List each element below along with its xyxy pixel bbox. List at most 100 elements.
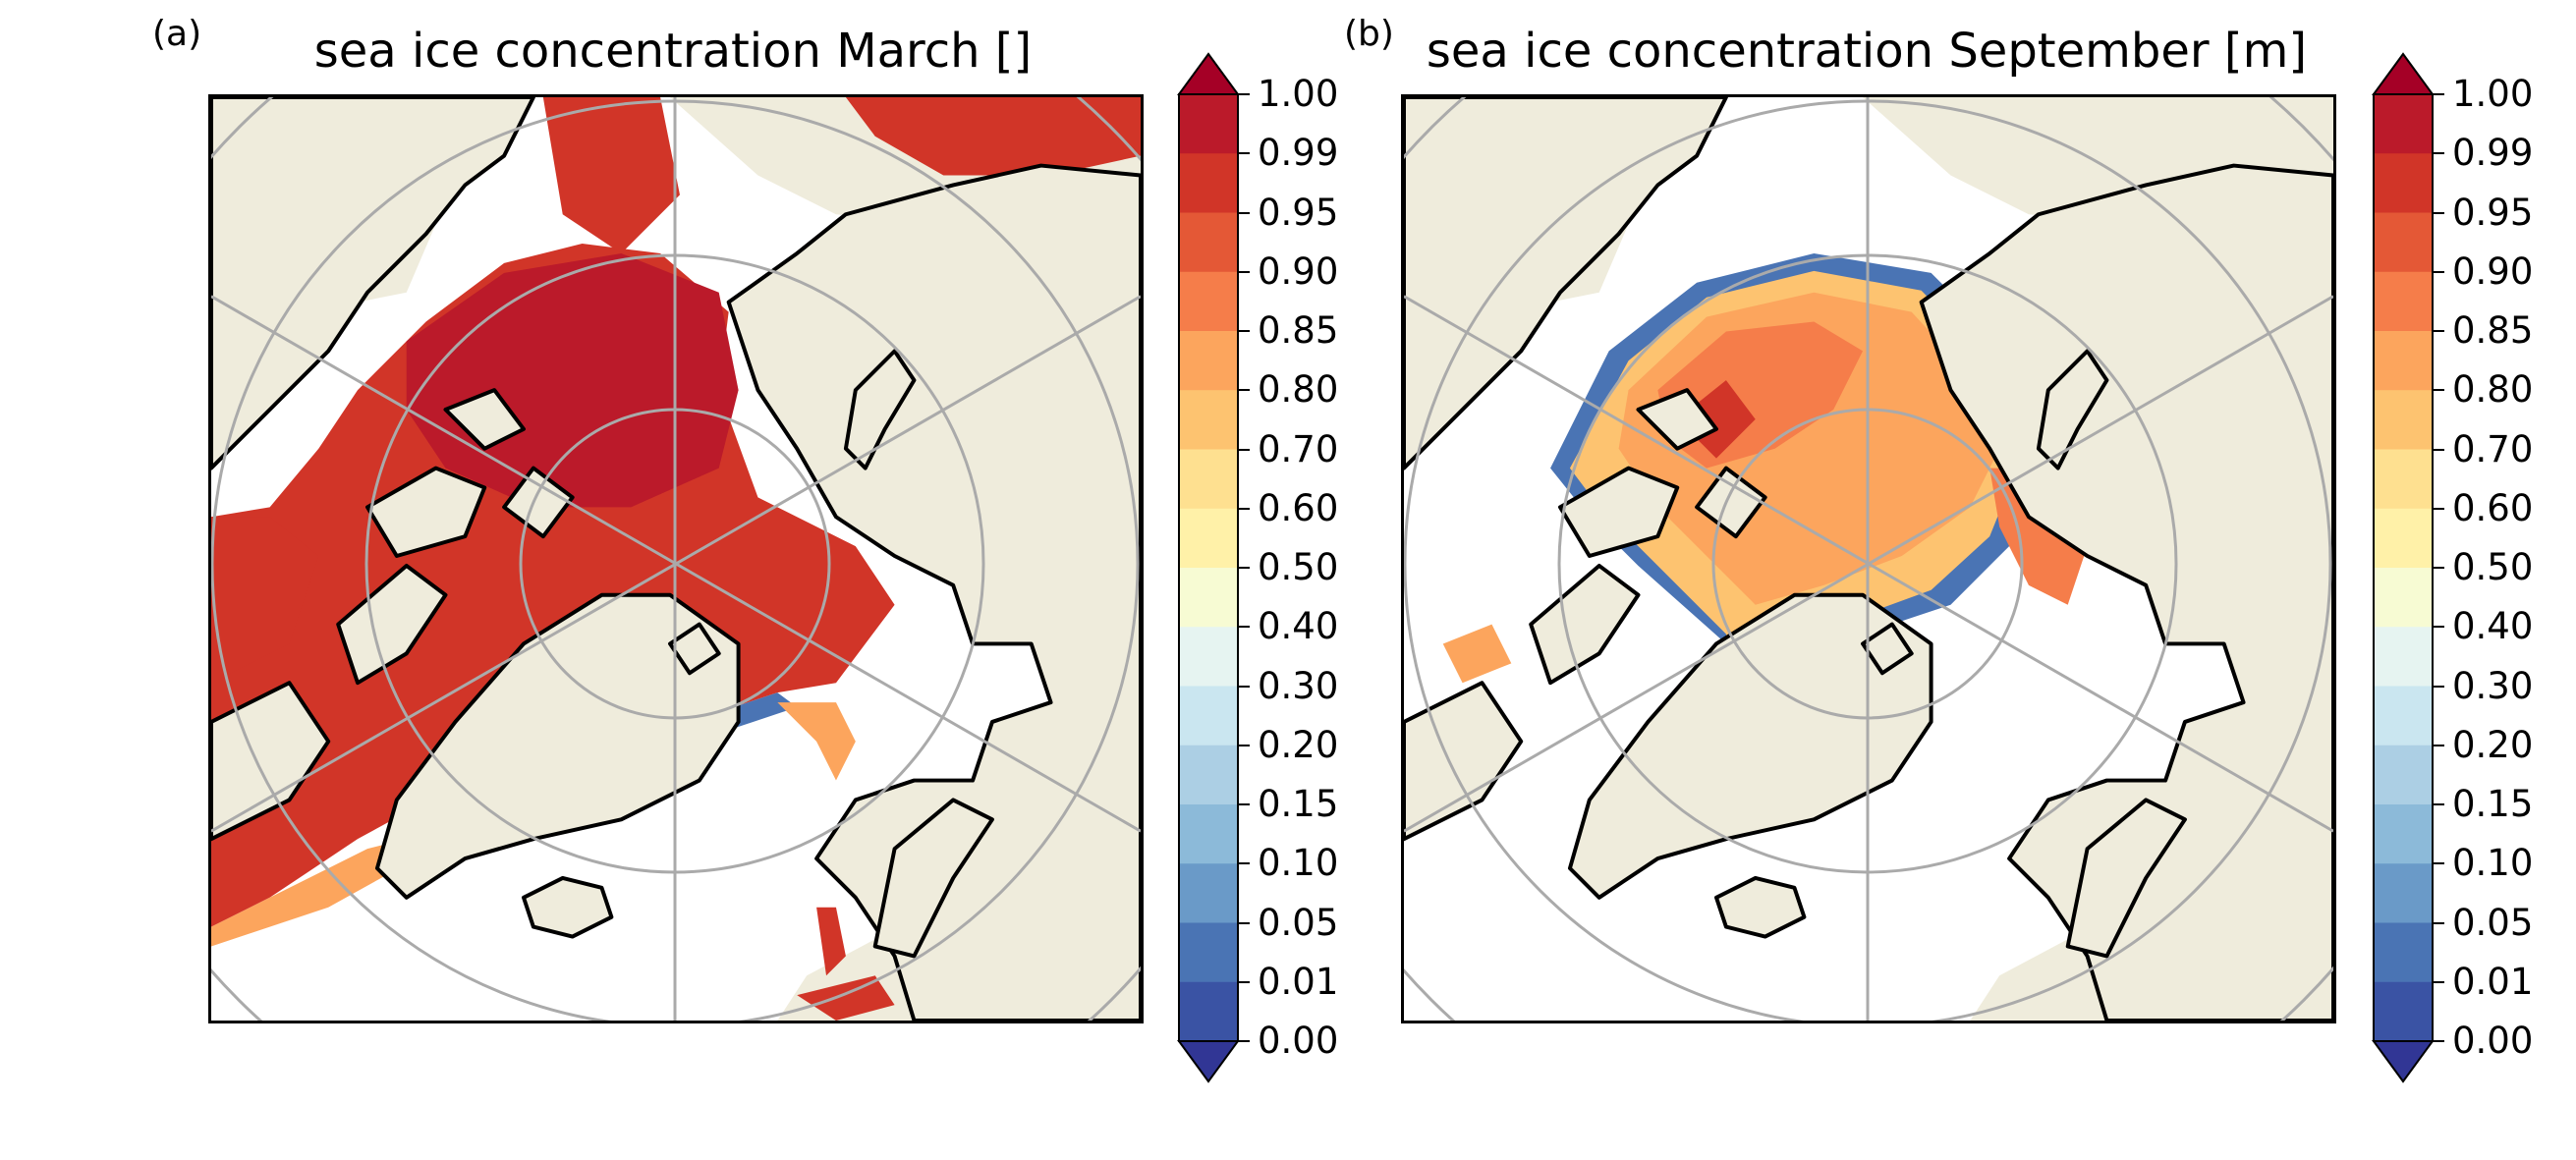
panel-b-title: sea ice concentration September [m] [1426, 24, 2308, 79]
colorbar-tick-mark [2433, 152, 2444, 155]
colorbar-band [1179, 94, 1238, 154]
colorbar-tick-label: 0.00 [2452, 1020, 2534, 1062]
colorbar-tick-mark [1238, 862, 1250, 865]
colorbar-tick-label: 0.80 [1258, 368, 1339, 412]
land-masses [1404, 97, 2333, 1021]
colorbar-band [1179, 981, 1238, 1042]
colorbar-tick-label: 1.00 [1258, 73, 1339, 115]
colorbar-tick-label: 0.85 [2452, 309, 2534, 352]
colorbar-tick-mark [2433, 448, 2444, 451]
colorbar-tick-label: 1.00 [2452, 73, 2534, 115]
colorbar-tick-mark [2433, 389, 2444, 392]
colorbar-tick-label: 0.85 [1258, 309, 1339, 352]
map-march[interactable] [208, 94, 1144, 1023]
colorbar-tick-mark [2433, 211, 2444, 214]
colorbar-band [1179, 508, 1238, 569]
panel-a-title: sea ice concentration March [] [313, 24, 1033, 79]
colorbar-band [2374, 745, 2433, 805]
colorbar-tick-label: 0.95 [1258, 191, 1339, 234]
colorbar-tick-label: 0.01 [2452, 960, 2534, 1003]
colorbar-march-icon [1177, 52, 1240, 1083]
colorbar-band [2374, 94, 2433, 154]
colorbar-band [1179, 686, 1238, 746]
colorbar-tick-mark [1238, 744, 1250, 746]
colorbar-tick-mark [1238, 448, 1250, 451]
colorbar-band [2374, 981, 2433, 1042]
colorbar-tick-mark [1238, 507, 1250, 510]
colorbar-tick-mark [2433, 803, 2444, 805]
colorbar-band [1179, 212, 1238, 273]
colorbar-tick-mark [2433, 921, 2444, 924]
colorbar-tick-label: 0.95 [2452, 191, 2534, 234]
colorbar-tick-label: 0.05 [2452, 901, 2534, 944]
colorbar-tick-mark [1238, 211, 1250, 214]
colorbar-tick-label: 0.05 [1258, 901, 1339, 944]
colorbar-tick-label: 0.20 [1258, 723, 1339, 766]
colorbar-tick-mark [1238, 330, 1250, 332]
colorbar-tick-label: 0.90 [1258, 249, 1339, 293]
colorbar-tick-label: 0.01 [1258, 960, 1339, 1003]
colorbar-band [2374, 804, 2433, 864]
colorbar-tick-label: 0.30 [2452, 664, 2534, 707]
colorbar-tick-mark [2433, 626, 2444, 629]
graticule [1404, 97, 2333, 1021]
colorbar-band [1179, 922, 1238, 983]
panel-a-letter: (a) [152, 14, 202, 54]
arctic-map-september-icon [1404, 97, 2333, 1021]
colorbar-tick-mark [2433, 744, 2444, 746]
colorbar-tick-label: 0.90 [2452, 249, 2534, 293]
colorbar-tick-mark [1238, 93, 1250, 95]
colorbar-tick-label: 0.10 [2452, 842, 2534, 885]
colorbar-tick-label: 0.40 [2452, 605, 2534, 648]
colorbar-band [1179, 271, 1238, 332]
colorbar-tick-mark [2433, 1040, 2444, 1042]
arctic-map-march-icon [211, 97, 1141, 1021]
colorbar-band [2374, 508, 2433, 569]
colorbar-tick-label: 0.80 [2452, 368, 2534, 412]
colorbar-band [1179, 331, 1238, 391]
colorbar-tick-label: 0.70 [1258, 427, 1339, 470]
colorbar-band [1179, 627, 1238, 687]
colorbar-band [1179, 390, 1238, 450]
colorbar-tick-mark [2433, 93, 2444, 95]
colorbar-tick-label: 0.99 [2452, 132, 2534, 175]
colorbar-tick-label: 0.15 [2452, 783, 2534, 825]
colorbar-tick-mark [1238, 921, 1250, 924]
colorbar-tick-label: 0.50 [1258, 546, 1339, 588]
colorbar-band [2374, 863, 2433, 923]
colorbar-band [2374, 331, 2433, 391]
colorbar-tick-mark [2433, 330, 2444, 332]
colorbar-tick-label: 0.60 [1258, 486, 1339, 529]
map-september[interactable] [1401, 94, 2336, 1023]
colorbar-tick-mark [2433, 507, 2444, 510]
colorbar-band [2374, 390, 2433, 450]
colorbar-band [1179, 449, 1238, 510]
colorbar-tick-label: 0.00 [1258, 1020, 1339, 1062]
colorbar-tick-mark [1238, 152, 1250, 155]
colorbar-band [1179, 568, 1238, 628]
colorbar-tick-mark [2433, 567, 2444, 569]
colorbar-band [2374, 686, 2433, 746]
colorbar-tick-mark [2433, 980, 2444, 983]
colorbar-band [2374, 449, 2433, 510]
colorbar-band [1179, 745, 1238, 805]
colorbar-band [1179, 863, 1238, 923]
sea-ice-march [211, 97, 1141, 1021]
colorbar-tick-label: 0.20 [2452, 723, 2534, 766]
colorbar-tick-mark [2433, 862, 2444, 865]
colorbar-band [1179, 153, 1238, 213]
colorbar-band [2374, 922, 2433, 983]
colorbar-tick-label: 0.50 [2452, 546, 2534, 588]
colorbar-band [2374, 271, 2433, 332]
colorbar-tick-mark [1238, 567, 1250, 569]
colorbar-tick-mark [2433, 270, 2444, 273]
panel-b-letter: (b) [1344, 14, 1394, 54]
colorbar-tick-mark [1238, 1040, 1250, 1042]
colorbar-band [2374, 568, 2433, 628]
colorbar-tick-mark [1238, 389, 1250, 392]
colorbar-tick-label: 0.60 [2452, 486, 2534, 529]
colorbar-tick-mark [1238, 685, 1250, 688]
colorbar-tick-mark [1238, 626, 1250, 629]
colorbar-tick-label: 0.99 [1258, 132, 1339, 175]
colorbar-tick-label: 0.70 [2452, 427, 2534, 470]
